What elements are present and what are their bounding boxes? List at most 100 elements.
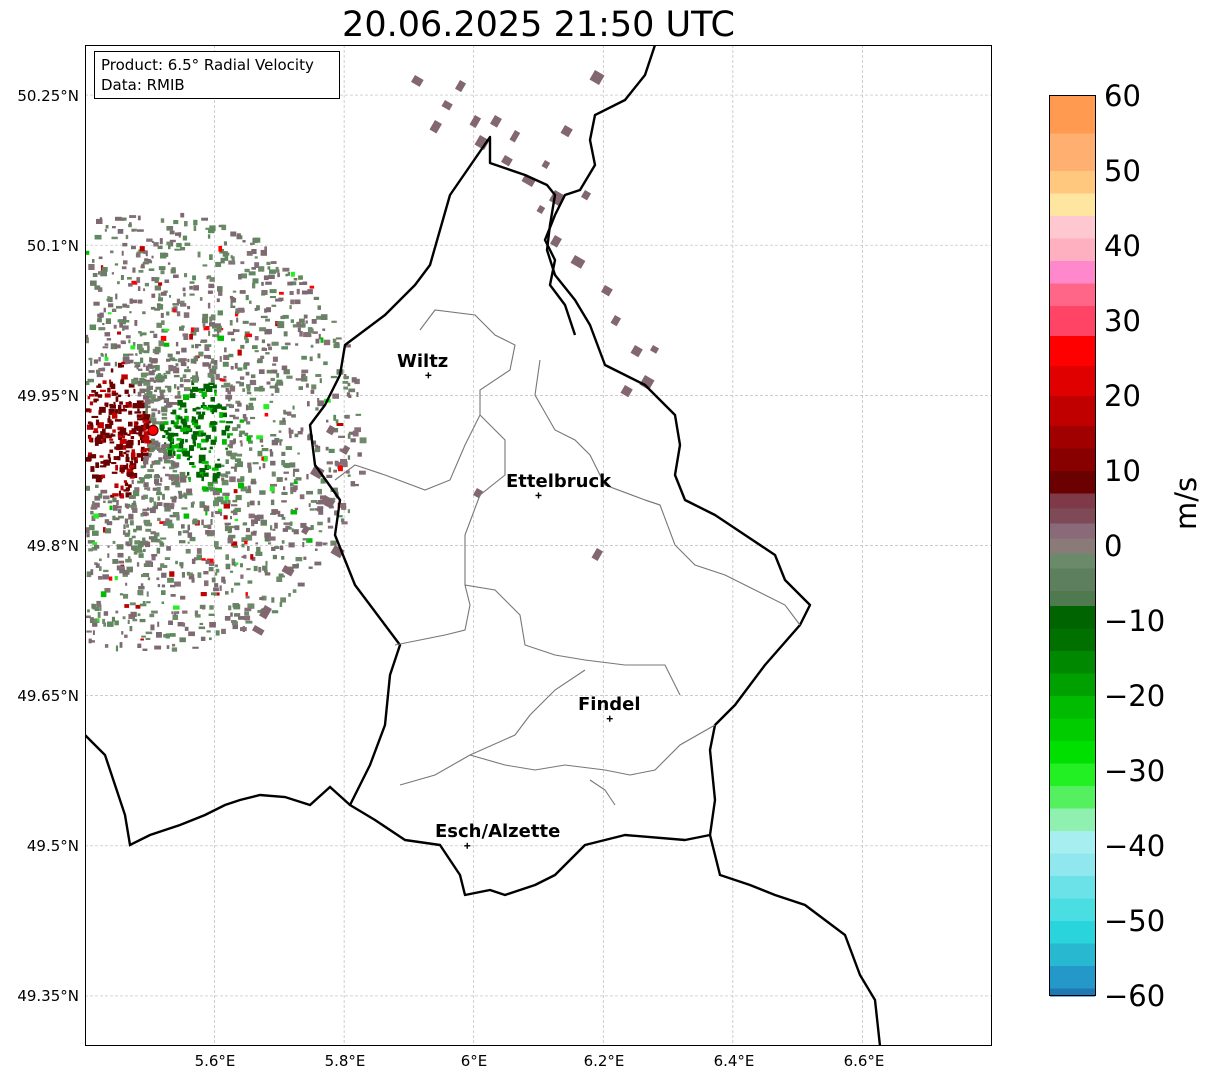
echo-cell xyxy=(216,298,220,303)
echo-cell xyxy=(310,525,314,530)
echo-cell xyxy=(299,331,303,337)
echo-cell xyxy=(88,357,93,361)
echo-cell xyxy=(177,622,184,627)
echo-cell xyxy=(148,268,155,271)
echo-cell xyxy=(252,462,259,465)
echo-cell xyxy=(650,344,660,354)
echo-cell xyxy=(190,358,197,364)
colorbar-band xyxy=(1050,673,1095,697)
echo-cell xyxy=(145,528,152,532)
echo-cell xyxy=(560,125,573,138)
echo-cell xyxy=(211,577,216,583)
map-panel[interactable] xyxy=(85,45,992,1046)
echo-cell xyxy=(123,480,127,483)
echo-cell xyxy=(112,493,119,497)
echo-cell xyxy=(199,501,205,508)
echo-cell xyxy=(311,319,317,324)
echo-cell xyxy=(99,465,107,468)
echo-cell xyxy=(173,306,178,311)
echo-cell xyxy=(279,545,284,551)
echo-cell xyxy=(90,569,94,576)
echo-cell xyxy=(129,460,134,466)
echo-cell xyxy=(259,385,264,392)
echo-cell xyxy=(169,230,175,235)
echo-cell xyxy=(190,389,193,393)
radar-echoes xyxy=(85,69,660,652)
echo-cell xyxy=(161,572,167,578)
echo-cell xyxy=(99,566,102,571)
echo-cell xyxy=(192,386,198,392)
echo-cell xyxy=(234,507,241,513)
echo-cell xyxy=(183,292,186,297)
echo-cell xyxy=(238,616,245,620)
echo-cell xyxy=(192,438,196,444)
echo-cell xyxy=(224,525,229,532)
echo-cell xyxy=(198,626,206,630)
echo-cell xyxy=(252,345,258,350)
echo-cell xyxy=(117,509,122,514)
echo-cell xyxy=(176,311,181,317)
echo-cell xyxy=(92,530,99,536)
echo-cell xyxy=(259,605,272,620)
echo-cell xyxy=(140,465,145,469)
echo-cell xyxy=(151,412,156,418)
echo-cell xyxy=(120,275,124,280)
echo-cell xyxy=(121,217,127,221)
echo-cell xyxy=(225,474,229,478)
echo-cell xyxy=(175,560,178,565)
echo-cell xyxy=(107,621,114,627)
echo-cell xyxy=(142,419,150,423)
echo-cell xyxy=(93,301,100,306)
echo-cell xyxy=(159,392,164,398)
echo-cell xyxy=(283,411,289,415)
echo-cell xyxy=(202,489,209,492)
echo-cell xyxy=(164,328,170,331)
echo-cell xyxy=(87,396,91,400)
echo-cell xyxy=(263,570,268,573)
echo-cell xyxy=(157,517,161,521)
echo-cell xyxy=(354,427,361,433)
echo-cell xyxy=(204,345,210,351)
echo-cell xyxy=(138,249,145,254)
echo-cell xyxy=(245,534,253,541)
echo-cell xyxy=(111,462,117,465)
echo-cell xyxy=(128,283,133,287)
echo-cell xyxy=(178,531,182,536)
echo-cell xyxy=(239,440,243,443)
echo-cell xyxy=(186,425,191,429)
echo-cell xyxy=(601,285,613,297)
echo-cell xyxy=(169,357,175,361)
radar-map[interactable] xyxy=(85,45,992,1046)
echo-cell xyxy=(344,415,347,419)
echo-cell xyxy=(114,361,117,367)
echo-cell xyxy=(290,491,294,495)
echo-cell xyxy=(325,446,329,451)
echo-cell xyxy=(234,463,238,469)
echo-cell xyxy=(116,444,123,450)
lat-tick-label: 49.8°N xyxy=(26,537,79,555)
echo-cell xyxy=(138,331,142,334)
echo-cell xyxy=(264,532,271,538)
echo-cell xyxy=(282,417,286,423)
echo-cell xyxy=(123,405,125,409)
echo-cell xyxy=(193,518,198,521)
echo-cell xyxy=(98,367,106,372)
echo-cell xyxy=(191,577,195,583)
echo-cell xyxy=(133,457,136,460)
echo-cell xyxy=(105,225,109,229)
echo-cell xyxy=(326,474,333,478)
echo-cell xyxy=(137,480,143,484)
echo-cell xyxy=(161,375,165,382)
echo-cell xyxy=(234,362,238,369)
echo-cell xyxy=(137,408,140,412)
echo-cell xyxy=(207,486,214,490)
echo-cell xyxy=(164,455,168,461)
echo-cell xyxy=(103,432,110,436)
echo-cell xyxy=(308,566,313,569)
echo-cell xyxy=(289,521,293,526)
echo-cell xyxy=(283,471,289,474)
echo-cell xyxy=(126,524,129,528)
echo-cell xyxy=(137,286,141,291)
echo-cell xyxy=(136,525,142,531)
echo-cell xyxy=(173,421,178,428)
